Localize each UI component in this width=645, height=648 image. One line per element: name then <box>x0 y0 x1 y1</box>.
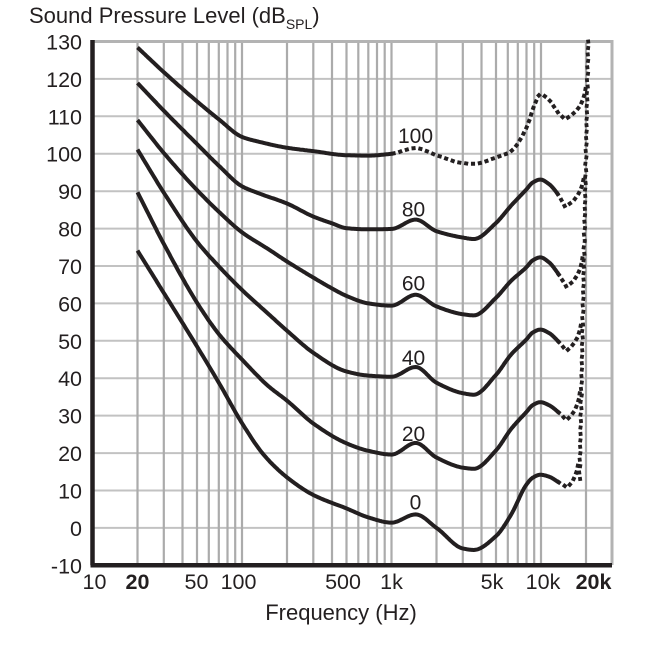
svg-text:Sound Pressure Level (dBSPL): Sound Pressure Level (dBSPL) <box>29 3 320 32</box>
svg-text:50: 50 <box>185 570 209 594</box>
svg-text:0: 0 <box>410 492 422 515</box>
svg-text:130: 130 <box>46 31 82 55</box>
svg-text:30: 30 <box>58 405 82 429</box>
svg-text:10: 10 <box>83 570 107 594</box>
svg-text:0: 0 <box>70 517 82 541</box>
svg-text:500: 500 <box>325 570 361 594</box>
svg-text:60: 60 <box>58 292 82 316</box>
svg-text:110: 110 <box>48 105 82 129</box>
svg-text:60: 60 <box>402 273 425 296</box>
svg-text:20: 20 <box>402 423 425 446</box>
svg-text:20: 20 <box>58 442 82 466</box>
svg-text:40: 40 <box>58 367 82 391</box>
svg-text:20: 20 <box>126 570 150 594</box>
svg-text:10k: 10k <box>526 570 561 594</box>
svg-text:100: 100 <box>398 125 433 148</box>
svg-text:70: 70 <box>58 255 82 279</box>
svg-text:40: 40 <box>402 347 425 370</box>
svg-text:80: 80 <box>402 199 425 222</box>
svg-text:10: 10 <box>58 480 82 504</box>
svg-text:120: 120 <box>46 68 82 92</box>
svg-text:90: 90 <box>58 180 82 204</box>
svg-text:20k: 20k <box>576 570 612 594</box>
svg-text:80: 80 <box>58 218 82 242</box>
svg-text:100: 100 <box>221 570 257 594</box>
svg-text:1k: 1k <box>380 570 403 594</box>
svg-text:100: 100 <box>46 143 82 167</box>
svg-text:50: 50 <box>58 330 82 354</box>
svg-text:Frequency (Hz): Frequency (Hz) <box>265 600 417 625</box>
svg-text:-10: -10 <box>51 554 82 578</box>
svg-text:5k: 5k <box>481 570 504 594</box>
